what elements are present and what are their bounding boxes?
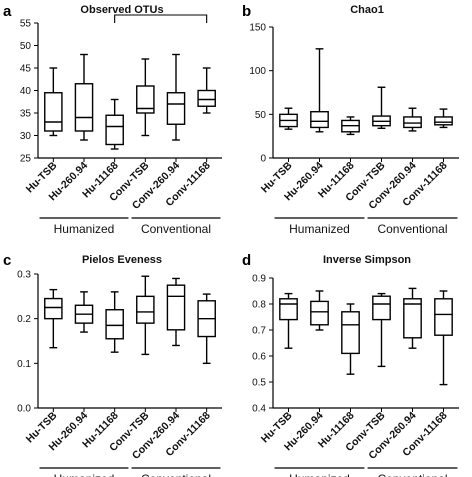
iqr-box bbox=[310, 111, 329, 129]
iqr-box bbox=[403, 116, 422, 129]
iqr-box bbox=[166, 284, 186, 331]
iqr-box bbox=[44, 92, 63, 132]
group-label: Humanized bbox=[289, 222, 350, 236]
panel-title: Pielos Eveness bbox=[82, 254, 162, 266]
iqr-box bbox=[136, 295, 155, 324]
panel-c: c Pielos Eveness0.00.10.20.3Hu-TSBHu-260.… bbox=[3, 252, 222, 477]
panel-label: d bbox=[242, 252, 251, 269]
significance-bracket bbox=[114, 14, 208, 23]
y-tick-label: 150 bbox=[249, 23, 266, 34]
iqr-box bbox=[310, 300, 329, 326]
panel-label: b bbox=[242, 3, 251, 20]
y-tick-label: 0.0 bbox=[17, 404, 31, 415]
y-tick-label: 50 bbox=[20, 41, 32, 52]
box-Conv-11168 bbox=[434, 290, 453, 386]
box-Hu-11168 bbox=[105, 98, 124, 150]
box-Conv-TSB bbox=[372, 86, 391, 130]
iqr-box bbox=[434, 298, 453, 336]
group-label: Humanized bbox=[54, 472, 115, 477]
iqr-box bbox=[341, 311, 360, 355]
y-tick-label: 25 bbox=[20, 154, 32, 165]
box-Hu-11168 bbox=[341, 303, 360, 375]
box-Hu-260.94 bbox=[310, 290, 329, 331]
group-label: Conventional bbox=[377, 222, 447, 236]
box-Conv-260.94 bbox=[166, 277, 186, 347]
box-Conv-TSB bbox=[136, 58, 155, 137]
panel-title: Observed OTUs bbox=[80, 4, 163, 16]
iqr-box bbox=[279, 298, 298, 321]
box-Hu-260.94 bbox=[310, 48, 329, 133]
y-tick-label: 50 bbox=[255, 110, 267, 121]
iqr-box bbox=[197, 89, 216, 107]
y-tick-label: 100 bbox=[249, 66, 266, 77]
box-Conv-260.94 bbox=[403, 287, 422, 349]
y-tick-label: 40 bbox=[20, 86, 32, 97]
y-tick-label: 0.8 bbox=[252, 300, 266, 311]
y-tick-label: 35 bbox=[20, 109, 32, 120]
y-tick-label: 0.2 bbox=[17, 314, 31, 325]
box-Conv-11168 bbox=[197, 67, 216, 114]
y-tick-label: 55 bbox=[20, 19, 32, 30]
iqr-box bbox=[403, 298, 422, 339]
iqr-box bbox=[434, 116, 453, 126]
box-Hu-TSB bbox=[279, 107, 298, 130]
y-tick-label: 0.6 bbox=[252, 352, 266, 363]
group-label: Conventional bbox=[141, 472, 211, 477]
panel-label: c bbox=[3, 252, 11, 269]
iqr-box bbox=[166, 92, 186, 125]
box-Hu-TSB bbox=[44, 288, 63, 349]
y-tick-label: 0 bbox=[260, 154, 266, 165]
iqr-box bbox=[136, 85, 155, 114]
box-Hu-260.94 bbox=[74, 53, 94, 141]
panel-d: d Inverse Simpson0.40.50.60.70.80.9Hu-TSB… bbox=[242, 252, 459, 477]
box-Hu-260.94 bbox=[74, 291, 94, 333]
iqr-box bbox=[105, 114, 124, 146]
box-Conv-11168 bbox=[197, 293, 216, 365]
box-Conv-260.94 bbox=[403, 107, 422, 132]
y-tick-label: 45 bbox=[20, 64, 32, 75]
panel-b: b Chao1050100150Hu-TSBHu-260.94Hu-11168Co… bbox=[242, 3, 459, 236]
panel-label: a bbox=[3, 3, 12, 20]
y-tick-label: 0.5 bbox=[252, 378, 266, 389]
iqr-box bbox=[105, 309, 124, 340]
box-Conv-260.94 bbox=[166, 53, 186, 141]
box-Conv-11168 bbox=[434, 108, 453, 129]
panel-a: a Observed OTUs25303540455055Hu-TSBHu-260… bbox=[3, 3, 222, 236]
group-label: Conventional bbox=[377, 472, 447, 477]
y-tick-label: 30 bbox=[20, 131, 32, 142]
y-tick-label: 0.4 bbox=[252, 404, 266, 415]
iqr-box bbox=[74, 83, 94, 132]
box-Hu-TSB bbox=[44, 67, 63, 137]
box-Conv-TSB bbox=[136, 275, 155, 356]
group-label: Conventional bbox=[141, 222, 211, 236]
y-tick-label: 0.7 bbox=[252, 326, 266, 337]
y-tick-label: 0.1 bbox=[17, 359, 31, 370]
box-Hu-TSB bbox=[279, 292, 298, 349]
box-Hu-11168 bbox=[341, 116, 360, 136]
group-label: Humanized bbox=[289, 472, 350, 477]
y-tick-label: 0.3 bbox=[17, 270, 31, 281]
y-tick-label: 0.9 bbox=[252, 274, 266, 285]
box-Conv-TSB bbox=[372, 292, 391, 368]
group-label: Humanized bbox=[54, 222, 115, 236]
iqr-box bbox=[372, 295, 391, 321]
box-Hu-11168 bbox=[105, 291, 124, 353]
panel-title: Chao1 bbox=[350, 4, 384, 16]
iqr-box bbox=[44, 297, 63, 320]
panel-title: Inverse Simpson bbox=[323, 254, 411, 266]
